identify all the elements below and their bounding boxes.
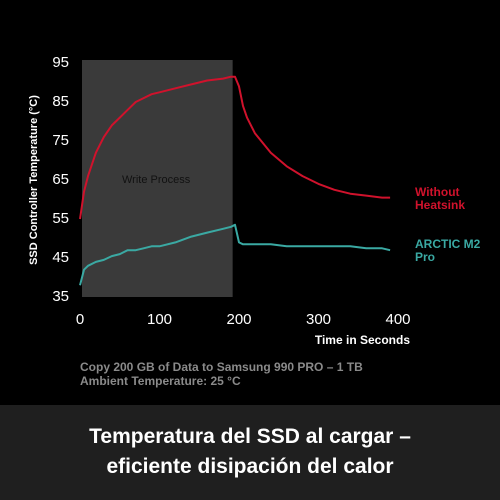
note: Copy 200 GB of Data to Samsung 990 PRO –… (80, 360, 363, 374)
caption-band (0, 405, 500, 500)
caption: Temperatura del SSD al cargar – (89, 425, 411, 448)
x-tick-label: 200 (226, 311, 251, 328)
legend-label: Without Heatsink (415, 184, 466, 212)
x-axis-label: Time in Seconds (315, 333, 410, 347)
y-axis-label: SSD Controller Temperature (°C) (28, 95, 40, 265)
y-tick-label: 85 (52, 93, 69, 110)
region-label: Write Process (122, 174, 191, 186)
x-tick-label: 300 (306, 311, 331, 328)
y-tick-label: 65 (52, 171, 69, 188)
series-line (79, 75, 391, 220)
x-tick-label: 100 (147, 311, 172, 328)
y-tick-label: 55 (52, 210, 69, 227)
y-tick-label: 75 (52, 132, 69, 149)
y-tick-label: 45 (52, 249, 69, 266)
legend-label: ARCTIC M2 Pro (415, 237, 481, 265)
note: Ambient Temperature: 25 °C (80, 374, 241, 388)
series-line (79, 223, 391, 286)
chart: SSD Controller Temperature (°C) Time in … (28, 54, 411, 388)
x-tick-label: 0 (76, 311, 84, 328)
y-tick-label: 35 (52, 288, 69, 305)
caption: eficiente disipación del calor (106, 455, 394, 478)
y-tick-label: 95 (52, 54, 69, 71)
x-tick-label: 400 (385, 311, 410, 328)
